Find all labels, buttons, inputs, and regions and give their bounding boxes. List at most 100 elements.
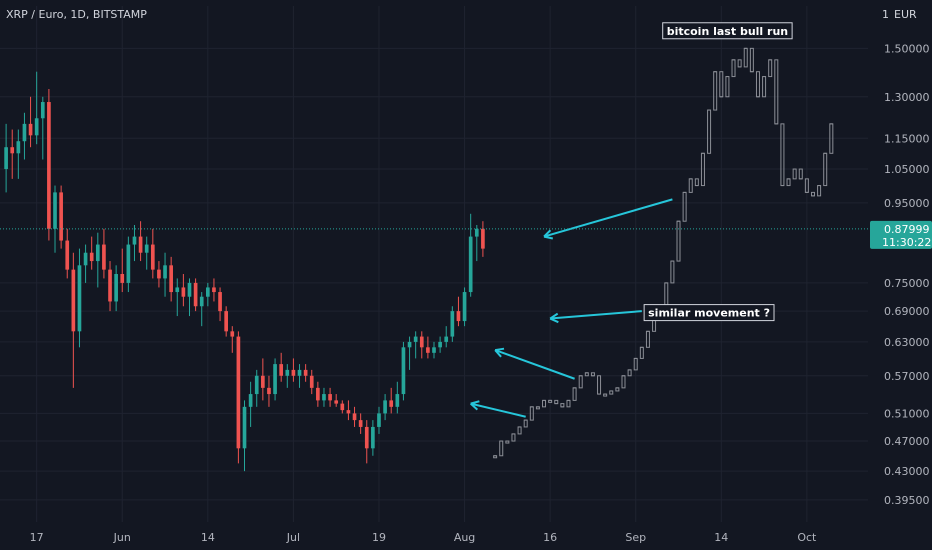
y-tick-label: 0.43000 [884,465,930,478]
candle-body [175,287,180,293]
arrow-head [470,400,480,405]
candle-body [120,274,125,283]
candle-body [230,331,235,337]
time-axis[interactable]: 17 Jun 14 Jul 19 Aug 16 Sep 14 Oct [30,531,817,544]
candle-body [462,292,467,322]
candle-body [401,347,406,395]
candle-body [28,123,33,136]
grid [0,6,868,522]
arrow-head [549,317,559,324]
candle-body [47,102,51,229]
candle-body [407,341,412,348]
candle-body [95,244,100,262]
candle-body [297,369,302,376]
candle-body [432,347,436,353]
current-price-value: 0.87999 [884,223,930,236]
currency-label[interactable]: EUR [894,8,917,21]
candle-body [218,292,222,312]
price-axis[interactable]: 1.50000 1.30000 1.15000 1.05000 0.95000 0.750… [884,42,930,507]
candle-body [144,244,149,253]
current-price-label [870,220,932,249]
candle-body [383,400,387,414]
arrow-shaft [494,349,575,380]
candle-body [340,403,345,411]
arrow-head [470,402,479,411]
candle-body [316,387,320,401]
annotation-similar-movement-text: similar movement ? [648,307,770,320]
x-tick-label: 14 [714,531,728,544]
candle-body [364,426,369,449]
candle-body [65,240,70,270]
y-tick-label: 0.75000 [884,277,930,290]
annotation-similar-movement-box [643,304,775,322]
candle-body [34,118,39,136]
x-tick-label: 16 [543,531,557,544]
candle-body [163,265,167,279]
candles [4,71,485,472]
candle-body [413,336,418,342]
candle-body [71,269,76,332]
candle-body [242,406,247,449]
y-tick-label: 1.05000 [884,163,930,176]
candle-body [328,394,332,401]
x-tick-label: Oct [797,531,817,544]
x-tick-label: 14 [201,531,215,544]
candle-body [346,410,351,414]
y-tick-label: 0.51000 [884,407,930,420]
chart-title: XRP / Euro, 1D, BITSTAMP [6,8,147,21]
x-tick-label: Sep [625,531,646,544]
y-tick-label: 1.15000 [884,132,930,145]
candle-body [4,147,8,170]
candle-body [352,413,357,421]
arrow-shaft [550,310,642,320]
candle-body [157,269,161,279]
y-tick-label: 0.39500 [884,494,930,507]
y-tick-label: 0.47000 [884,435,930,448]
arrow-head [494,347,505,352]
candle-body [261,375,265,388]
candle-body [22,123,27,142]
candle-body [322,394,326,401]
y-tick-label: 0.57000 [884,370,930,383]
candle-body [377,413,381,427]
candle-body [181,287,186,297]
candle-body [474,228,479,237]
candle-body [438,341,442,348]
annotation-similar-movement[interactable]: similar movement ? [643,304,775,322]
candle-body [254,375,259,395]
candle-body [248,394,253,407]
bitcoin-overlay [493,47,834,459]
y-tick-label: 0.95000 [884,197,930,210]
candle-body [456,311,461,322]
candle-body [273,364,277,395]
candle-body [444,336,449,342]
x-tick-label: Jul [286,531,300,544]
candle-body [389,400,394,407]
candle-body [236,336,241,449]
candle-body [303,369,308,376]
y-tick-label: 0.69000 [884,305,930,318]
candle-body [16,141,21,154]
x-tick-label: Jun [113,531,131,544]
candle-body [224,311,229,332]
candle-body [199,296,204,307]
candle-body [481,228,485,249]
candle-body [279,364,284,376]
candle-body [40,102,45,119]
candle-body [77,265,82,332]
candle-body [419,336,424,348]
x-tick-label: 19 [372,531,386,544]
candle-body [358,420,363,427]
y-tick-label: 0.63000 [884,336,930,349]
arrow-shaft [543,198,673,238]
candle-body [395,394,400,407]
annotation-bull-run[interactable]: bitcoin last bull run [662,22,793,40]
y-tick-label: 1.30000 [884,91,930,104]
candle-body [309,375,314,388]
candle-body [334,400,339,404]
candle-body [83,252,88,266]
candle-body [114,274,118,302]
candle-body [193,282,198,307]
